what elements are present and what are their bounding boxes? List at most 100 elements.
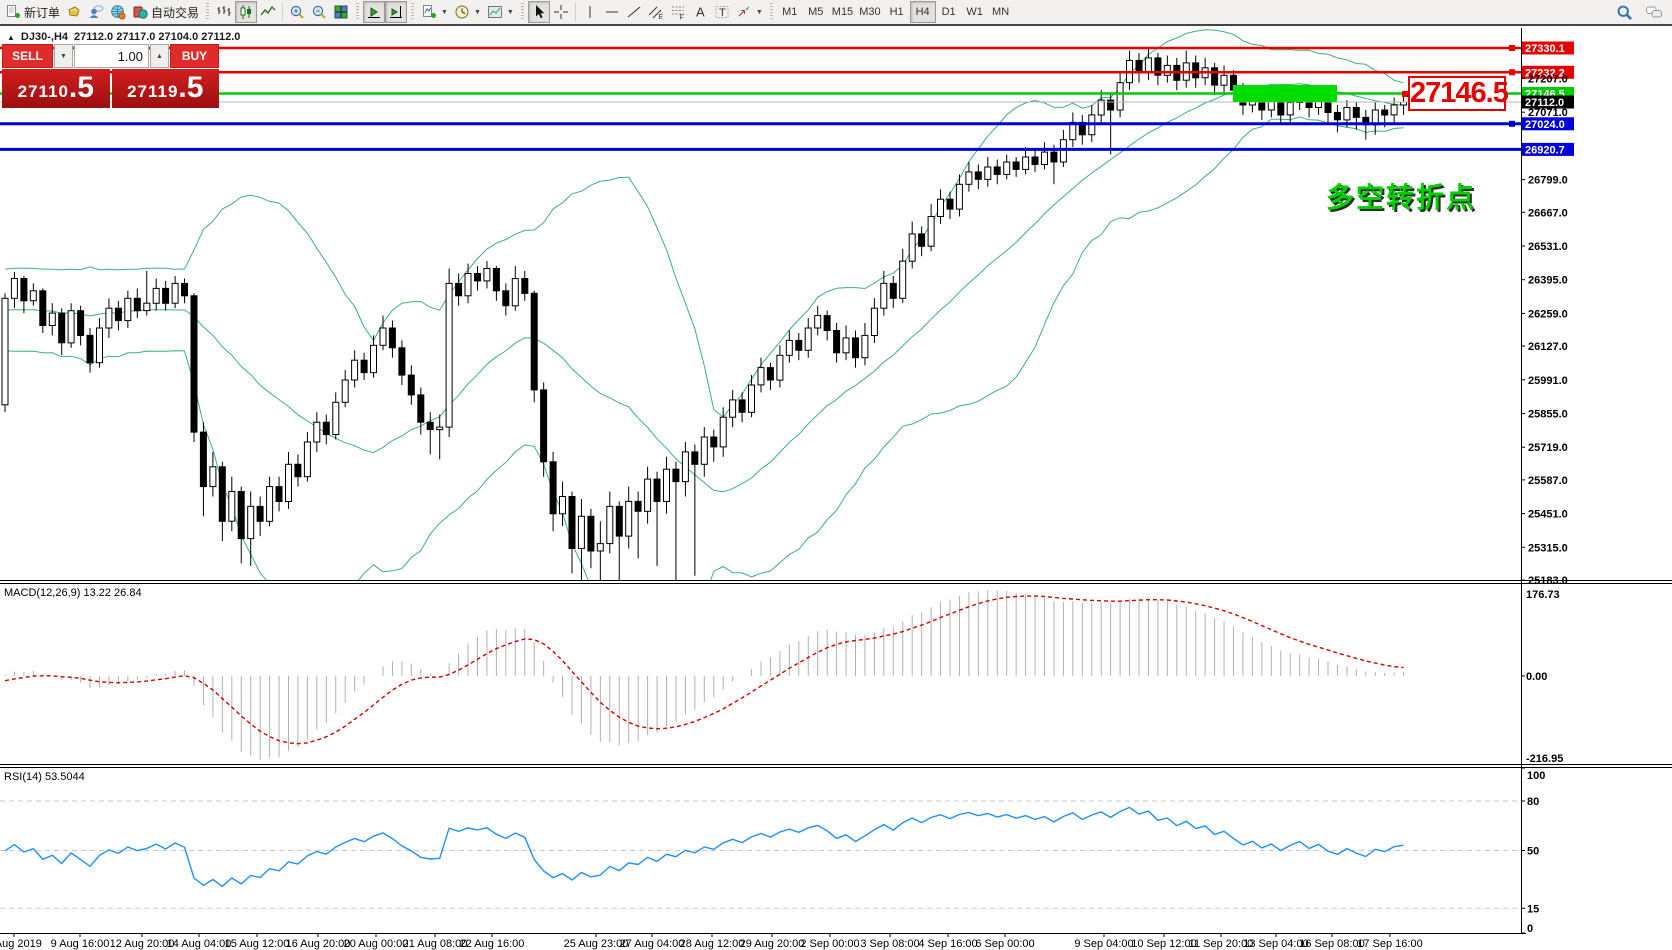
sell-button[interactable]: SELL	[2, 44, 53, 68]
timeframe-w1-button[interactable]: W1	[962, 1, 988, 23]
bar-chart-button[interactable]	[213, 1, 235, 23]
cursor-tool-button[interactable]	[527, 1, 550, 23]
buy-price[interactable]: 27119 .5	[111, 69, 219, 108]
line-handle-marker[interactable]	[1509, 69, 1515, 76]
macd-histogram	[4, 590, 1405, 760]
new-order-label: 新订单	[24, 5, 61, 20]
search-button[interactable]	[1613, 1, 1636, 23]
svg-text:17 Sep 16:00: 17 Sep 16:00	[1357, 938, 1422, 950]
templates-icon	[487, 6, 502, 18]
volume-input[interactable]	[74, 44, 149, 68]
candlestick-chart-button[interactable]	[235, 1, 258, 23]
svg-text:13 Sep 04:00: 13 Sep 04:00	[1243, 938, 1308, 950]
zoom-out-button[interactable]	[308, 1, 330, 23]
horizontal-line-tool-button[interactable]	[601, 1, 623, 23]
crosshair-tool-button[interactable]	[550, 1, 572, 23]
timeframe-m5-button[interactable]: M5	[803, 1, 829, 23]
bar-chart-icon	[217, 6, 231, 16]
buy-button[interactable]: BUY	[170, 44, 219, 68]
svg-text:0: 0	[1527, 923, 1533, 935]
svg-text:25719.0: 25719.0	[1528, 442, 1568, 454]
svg-text:22 Aug 16:00: 22 Aug 16:00	[460, 938, 525, 950]
green-zone-rect[interactable]	[1233, 85, 1337, 102]
volume-decrease-button[interactable]: ▼	[54, 44, 73, 68]
trendline-tool-button[interactable]	[623, 1, 645, 23]
market-button[interactable]	[63, 1, 85, 23]
svg-text:16 Aug 20:00: 16 Aug 20:00	[286, 938, 351, 950]
dropdown-arrow-icon: ▼	[506, 8, 514, 16]
one-click-trade-panel: SELL ▼ ▲ BUY 27110 .5 27119 .5	[2, 44, 219, 108]
symbol-period-label: DJ30-,H4	[20, 31, 68, 43]
sell-price-fraction: .5	[68, 71, 94, 104]
signals-button[interactable]	[107, 1, 129, 23]
search-icon	[1617, 5, 1632, 20]
autotrading-icon	[133, 6, 148, 19]
auto-scroll-icon	[368, 7, 381, 18]
text-tool-button[interactable]: A	[689, 1, 711, 23]
timeframe-m1-button[interactable]: M1	[777, 1, 803, 23]
svg-text:4 Sep 16:00: 4 Sep 16:00	[918, 938, 977, 950]
channel-tool-button[interactable]: E	[645, 1, 667, 23]
main-panel	[0, 29, 1521, 580]
svg-text:29 Aug 20:00: 29 Aug 20:00	[740, 938, 805, 950]
line-handle-marker[interactable]	[1509, 120, 1515, 127]
line-chart-button[interactable]	[257, 1, 279, 23]
toolbar-grip	[411, 3, 415, 21]
svg-text:9 Sep 04:00: 9 Sep 04:00	[1074, 938, 1133, 950]
autotrading-button[interactable]: 自动交易	[129, 1, 202, 23]
arrows-tool-button[interactable]: ▼	[733, 1, 766, 23]
svg-text:27071.0: 27071.0	[1528, 107, 1568, 119]
svg-text:25855.0: 25855.0	[1528, 409, 1568, 421]
community-button[interactable]	[85, 1, 107, 23]
svg-text:25315.0: 25315.0	[1528, 542, 1568, 554]
cursor-icon	[535, 5, 545, 19]
chart-shift-button[interactable]	[385, 1, 408, 23]
new-order-button[interactable]: 新订单	[2, 1, 63, 23]
toolbar: 新订单 自动交易	[0, 0, 1672, 26]
trendline-icon	[627, 6, 641, 18]
toolbar-grip	[769, 3, 773, 21]
gold-nugget-icon	[68, 6, 80, 17]
tile-windows-icon	[334, 5, 348, 19]
tile-windows-button[interactable]	[330, 1, 352, 23]
ohlc-values: 27112.0 27117.0 27104.0 27112.0	[74, 31, 241, 43]
svg-text:-216.95: -216.95	[1526, 753, 1563, 765]
periods-button[interactable]: ▼	[451, 1, 484, 23]
collapse-arrow-icon[interactable]: ▲	[7, 32, 15, 42]
vertical-line-tool-button[interactable]	[579, 1, 601, 23]
sell-price[interactable]: 27110 .5	[2, 69, 110, 108]
timeframe-d1-button[interactable]: D1	[936, 1, 962, 23]
svg-text:25991.0: 25991.0	[1528, 375, 1568, 387]
svg-text:T: T	[719, 7, 726, 19]
chat-button[interactable]	[1642, 1, 1666, 23]
timeframe-h1-button[interactable]: H1	[884, 1, 910, 23]
chat-icon	[1646, 6, 1662, 18]
indicators-button[interactable]: ▼	[418, 1, 451, 23]
line-chart-icon	[260, 5, 276, 16]
bb-upper	[4, 29, 1404, 418]
community-icon	[89, 5, 104, 18]
svg-text:28 Aug 12:00: 28 Aug 12:00	[680, 938, 745, 950]
timeframe-h4-button[interactable]: H4	[909, 1, 936, 23]
auto-scroll-button[interactable]	[363, 1, 386, 23]
line-handle-marker[interactable]	[1509, 45, 1515, 51]
templates-button[interactable]: ▼	[484, 1, 517, 23]
fibonacci-tool-button[interactable]: F	[667, 1, 689, 23]
svg-text:26920.7: 26920.7	[1525, 144, 1565, 156]
zoom-in-button[interactable]	[286, 1, 308, 23]
svg-text:25451.0: 25451.0	[1528, 509, 1568, 521]
timeframe-m30-button[interactable]: M30	[856, 1, 883, 23]
svg-text:27207.0: 27207.0	[1528, 74, 1568, 86]
text-label-tool-button[interactable]: T	[711, 1, 733, 23]
svg-text:27 Aug 04:00: 27 Aug 04:00	[620, 938, 685, 950]
candles	[1, 48, 1408, 580]
timeframe-mn-button[interactable]: MN	[988, 1, 1014, 23]
svg-text:27112.0: 27112.0	[1525, 97, 1564, 109]
indicators-icon	[423, 5, 437, 18]
timeframe-m15-button[interactable]: M15	[829, 1, 856, 23]
volume-increase-button[interactable]: ▲	[150, 44, 169, 68]
svg-text:10 Sep 12:00: 10 Sep 12:00	[1131, 938, 1196, 950]
svg-text:26395.0: 26395.0	[1528, 275, 1568, 287]
svg-text:9 Aug 16:00: 9 Aug 16:00	[51, 938, 110, 950]
